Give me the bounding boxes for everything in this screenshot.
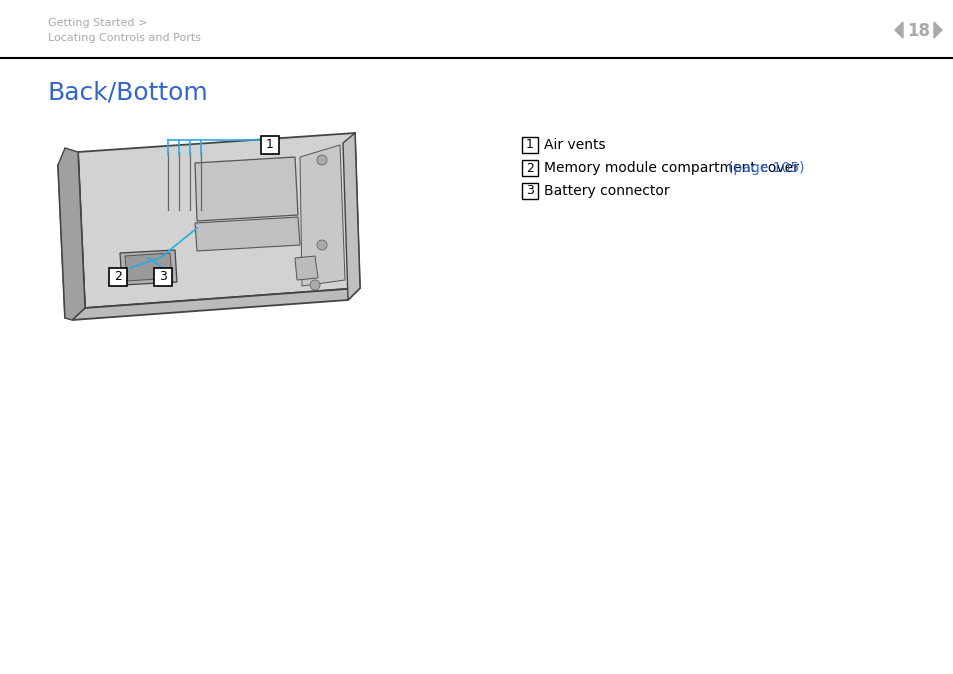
FancyBboxPatch shape — [109, 268, 127, 286]
Text: Memory module compartment cover: Memory module compartment cover — [543, 161, 802, 175]
Text: Locating Controls and Ports: Locating Controls and Ports — [48, 33, 201, 43]
Text: Battery connector: Battery connector — [543, 184, 669, 198]
Text: 18: 18 — [906, 22, 929, 40]
Polygon shape — [78, 133, 359, 308]
Polygon shape — [933, 22, 941, 38]
Polygon shape — [294, 256, 317, 280]
FancyBboxPatch shape — [261, 136, 278, 154]
Text: Getting Started >: Getting Started > — [48, 18, 147, 28]
Circle shape — [316, 155, 327, 165]
Polygon shape — [194, 157, 297, 221]
Circle shape — [316, 240, 327, 250]
Text: (page 105): (page 105) — [727, 161, 803, 175]
Text: Air vents: Air vents — [543, 138, 605, 152]
FancyBboxPatch shape — [521, 137, 537, 153]
Text: 1: 1 — [525, 138, 534, 152]
Polygon shape — [71, 288, 359, 320]
Text: 3: 3 — [159, 270, 167, 284]
Text: 1: 1 — [266, 138, 274, 152]
Text: 2: 2 — [525, 162, 534, 175]
Polygon shape — [120, 250, 177, 285]
Polygon shape — [894, 22, 902, 38]
FancyBboxPatch shape — [153, 268, 172, 286]
Circle shape — [310, 280, 319, 290]
Polygon shape — [343, 133, 359, 300]
Polygon shape — [299, 145, 345, 286]
Text: 3: 3 — [525, 185, 534, 197]
Text: 2: 2 — [114, 270, 122, 284]
Polygon shape — [194, 217, 299, 251]
Polygon shape — [58, 152, 85, 318]
FancyBboxPatch shape — [521, 183, 537, 199]
Polygon shape — [58, 148, 85, 320]
FancyBboxPatch shape — [521, 160, 537, 176]
Polygon shape — [125, 253, 172, 281]
Text: Back/Bottom: Back/Bottom — [48, 80, 209, 104]
